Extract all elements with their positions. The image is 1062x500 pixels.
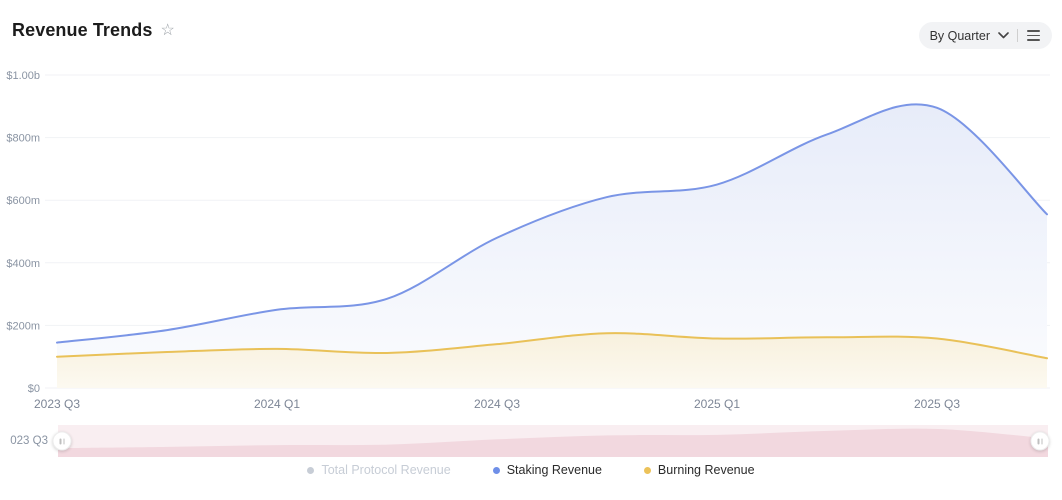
svg-text:$0: $0 xyxy=(28,383,40,395)
svg-text:$600m: $600m xyxy=(6,195,40,207)
legend-dot-icon xyxy=(492,466,500,474)
range-selector[interactable]: By Quarter xyxy=(929,28,990,43)
svg-text:2024 Q1: 2024 Q1 xyxy=(254,397,300,411)
chart-header: Revenue Trends ☆ xyxy=(12,20,175,41)
page-title: Revenue Trends xyxy=(12,20,153,40)
x-axis-labels: 2023 Q3 2024 Q1 2024 Q3 2025 Q1 2025 Q3 xyxy=(34,397,960,411)
svg-text:$1.00b: $1.00b xyxy=(6,70,40,82)
datazoom-track[interactable] xyxy=(52,425,1050,457)
legend-dot-icon xyxy=(643,466,651,474)
revenue-chart: $1.00b$800m$600m$400m$200m$0TRONSCAN2023… xyxy=(6,70,1050,411)
legend-item-staking-revenue[interactable]: Staking Revenue xyxy=(492,463,602,477)
svg-text:$400m: $400m xyxy=(6,258,40,270)
svg-text:2024 Q3: 2024 Q3 xyxy=(474,397,520,411)
svg-text:$800m: $800m xyxy=(6,133,40,145)
svg-text:2023 Q3: 2023 Q3 xyxy=(34,397,80,411)
legend-label: Total Protocol Revenue xyxy=(321,463,451,477)
y-axis-labels: $1.00b $800m $600m $400m $200m $0 xyxy=(6,70,40,395)
legend-label: Burning Revenue xyxy=(657,463,755,477)
svg-text:$200m: $200m xyxy=(6,320,40,332)
legend-item-total-protocol-revenue[interactable]: Total Protocol Revenue xyxy=(307,463,451,477)
chart-legend: Total Protocol Revenue Staking Revenue Bur… xyxy=(0,463,1062,477)
datazoom-start-label: 023 Q3 xyxy=(10,435,48,447)
chevron-down-icon[interactable] xyxy=(998,32,1009,39)
favorite-star-icon[interactable]: ☆ xyxy=(160,22,175,39)
divider xyxy=(1017,29,1018,42)
staking-area xyxy=(57,104,1047,388)
burning-line xyxy=(56,332,1048,360)
burning-area xyxy=(57,333,1047,388)
datazoom-left-handle-icon[interactable] xyxy=(52,431,72,451)
svg-text:2025 Q1: 2025 Q1 xyxy=(694,397,740,411)
svg-text:2025 Q3: 2025 Q3 xyxy=(914,397,960,411)
datazoom-minimap xyxy=(58,428,1048,457)
datazoom-right-handle-icon[interactable] xyxy=(1030,431,1050,451)
menu-icon[interactable] xyxy=(1026,27,1041,44)
staking-line xyxy=(56,103,1048,344)
chart-controls-pill: By Quarter xyxy=(918,22,1052,49)
minimap-area xyxy=(58,428,1048,457)
legend-dot-icon xyxy=(307,466,315,474)
legend-item-burning-revenue[interactable]: Burning Revenue xyxy=(643,463,755,477)
legend-label: Staking Revenue xyxy=(506,463,602,477)
datazoom-slider: 023 Q3 xyxy=(0,425,1062,457)
